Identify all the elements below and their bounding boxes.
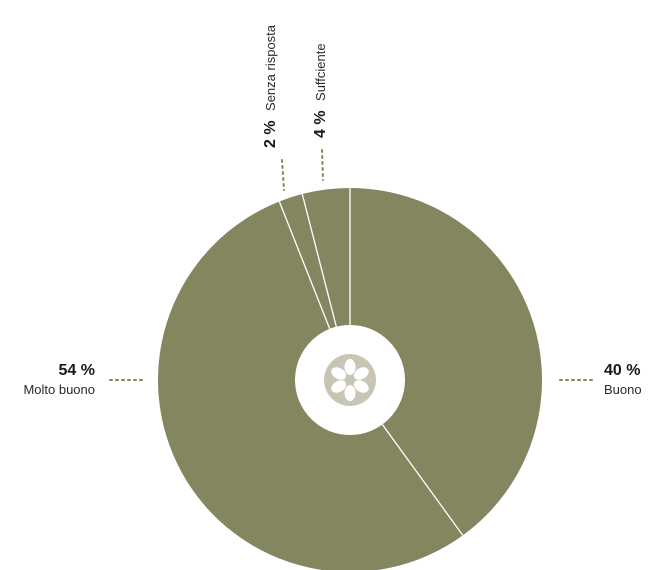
flower-petal (344, 359, 356, 375)
slice-percent-buono: 40 % (604, 362, 640, 379)
slice-text-suffciente: 4 % Suffciente (312, 43, 329, 138)
label-senza-risposta: 2 % Senza risposta (262, 24, 279, 148)
slice-buono (350, 188, 542, 536)
flower-icon (324, 354, 376, 406)
slice-percent-molto-buono: 54 % (59, 362, 95, 379)
label-molto-buono: 54 % Molto buono (23, 362, 145, 397)
slice-label-molto-buono: Molto buono (23, 382, 95, 397)
slice-percent-suffciente: 4 % (312, 110, 329, 138)
slice-text-senza-risposta: 2 % Senza risposta (262, 24, 279, 148)
leader-line-suffciente (321, 149, 324, 181)
flower-petal (331, 367, 347, 380)
flower-core (345, 375, 355, 385)
leader-line-senza-risposta (281, 159, 285, 191)
flower-petal (353, 367, 369, 380)
slice-label-buono: Buono (604, 382, 642, 397)
flower-petal (331, 380, 347, 393)
slice-label-suffciente: Suffciente (313, 43, 328, 101)
slice-percent-senza-risposta: 2 % (262, 120, 279, 148)
flower-petal (344, 385, 356, 401)
flower-petal (353, 380, 369, 393)
label-buono: 40 % Buono (559, 362, 642, 397)
label-suffciente: 4 % Suffciente (312, 43, 329, 138)
slice-label-senza-risposta: Senza risposta (263, 24, 278, 111)
